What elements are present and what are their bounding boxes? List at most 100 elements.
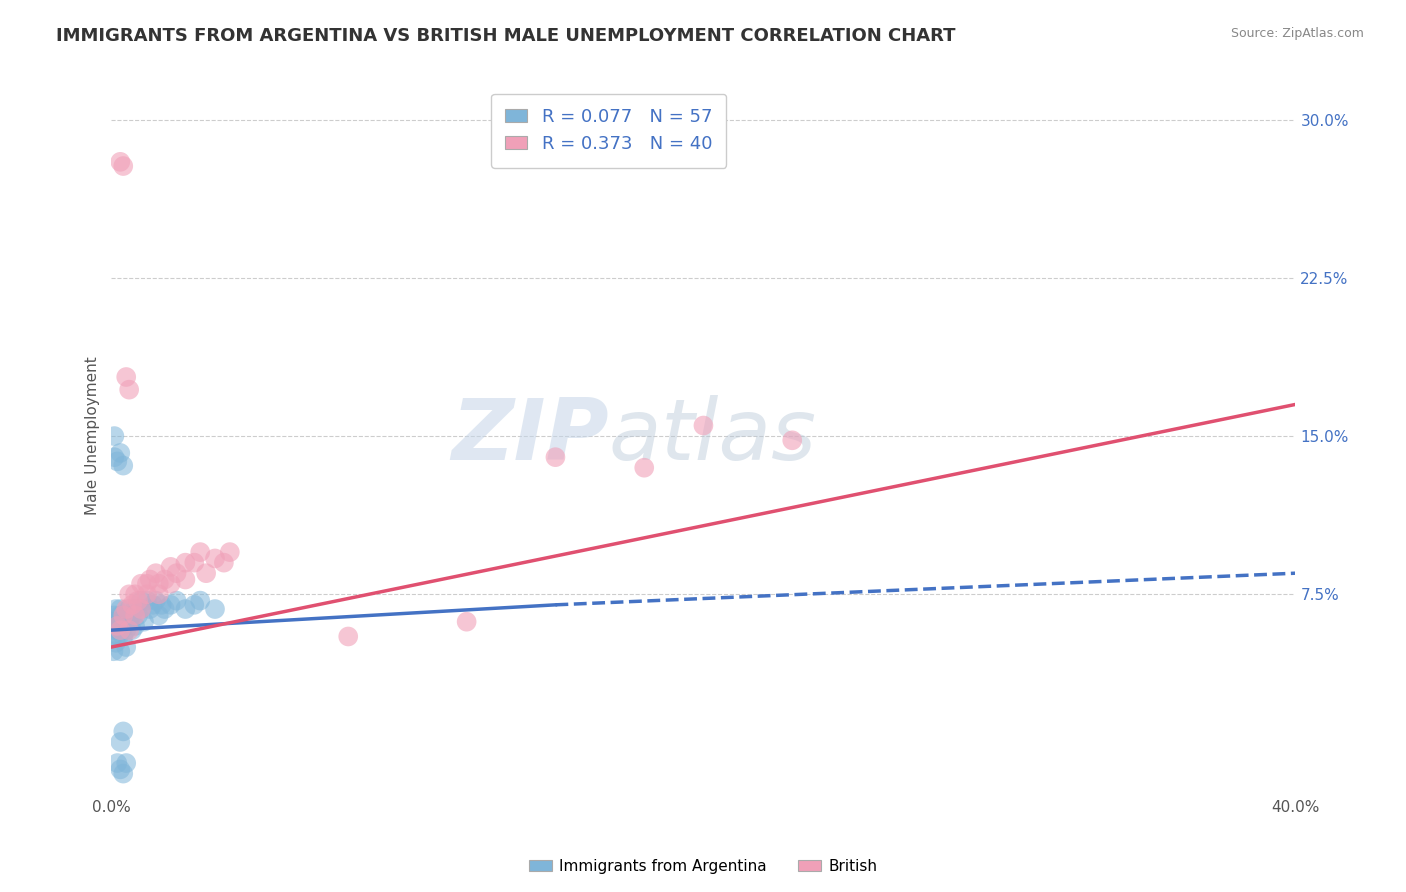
Point (692, 418, 714, 433)
Point (159, 598, 181, 612)
Point (118, 587, 141, 601)
Point (148, 608, 170, 623)
Point (110, 619, 132, 633)
Point (136, 593, 159, 607)
Point (166, 566, 188, 581)
Point (103, 450, 125, 465)
Text: Source: ZipAtlas.com: Source: ZipAtlas.com (1230, 27, 1364, 40)
Point (118, 383, 141, 397)
Point (110, 644, 132, 658)
Point (121, 623, 143, 637)
Point (183, 598, 205, 612)
Point (136, 587, 159, 601)
Point (112, 630, 135, 644)
Point (105, 756, 128, 770)
Point (145, 566, 167, 581)
Text: atlas: atlas (609, 394, 817, 477)
Point (174, 602, 197, 616)
Point (107, 623, 129, 637)
Point (188, 593, 211, 607)
Point (129, 593, 152, 607)
Point (212, 556, 235, 570)
Point (105, 454, 128, 468)
Point (139, 573, 162, 587)
Point (112, 724, 135, 739)
Point (104, 619, 127, 633)
Point (544, 450, 567, 465)
Point (103, 429, 125, 443)
Point (183, 556, 205, 570)
Point (337, 630, 360, 644)
Point (188, 545, 211, 559)
Text: IMMIGRANTS FROM ARGENTINA VS BRITISH MALE UNEMPLOYMENT CORRELATION CHART: IMMIGRANTS FROM ARGENTINA VS BRITISH MAL… (56, 27, 956, 45)
Point (148, 576, 170, 591)
Point (101, 615, 124, 629)
Point (124, 587, 146, 601)
Point (101, 630, 124, 644)
Point (153, 602, 176, 616)
Point (195, 566, 218, 581)
Point (112, 608, 135, 623)
Y-axis label: Male Unemployment: Male Unemployment (86, 357, 100, 516)
Point (139, 602, 162, 616)
Point (112, 159, 135, 173)
Point (218, 545, 240, 559)
Point (110, 154, 132, 169)
Point (115, 640, 138, 654)
Point (114, 619, 136, 633)
Point (124, 602, 146, 616)
Point (110, 735, 132, 749)
Point (129, 602, 152, 616)
Point (115, 608, 138, 623)
Point (115, 623, 138, 637)
Legend: Immigrants from Argentina, British: Immigrants from Argentina, British (523, 853, 883, 880)
Point (124, 608, 146, 623)
Point (456, 615, 478, 629)
Point (204, 602, 226, 616)
Text: ZIP: ZIP (451, 394, 609, 477)
Point (127, 593, 149, 607)
Point (148, 587, 170, 601)
Point (166, 593, 188, 607)
Legend: R = 0.077   N = 57, R = 0.373   N = 40: R = 0.077 N = 57, R = 0.373 N = 40 (491, 94, 727, 168)
Point (108, 630, 131, 644)
Point (142, 598, 165, 612)
Point (153, 573, 176, 587)
Point (112, 766, 135, 780)
Point (112, 458, 135, 473)
Point (132, 615, 155, 629)
Point (118, 602, 141, 616)
Point (174, 556, 197, 570)
Point (145, 593, 167, 607)
Point (103, 644, 125, 658)
Point (118, 615, 141, 629)
Point (115, 756, 138, 770)
Point (111, 623, 134, 637)
Point (121, 598, 143, 612)
Point (121, 608, 143, 623)
Point (136, 576, 159, 591)
Point (110, 608, 132, 623)
Point (633, 460, 655, 475)
Point (103, 623, 125, 637)
Point (127, 608, 149, 623)
Point (103, 608, 125, 623)
Point (129, 602, 152, 616)
Point (105, 619, 128, 633)
Point (110, 602, 132, 616)
Point (118, 623, 141, 637)
Point (150, 598, 173, 612)
Point (159, 559, 181, 574)
Point (124, 619, 146, 633)
Point (110, 623, 132, 637)
Point (159, 576, 181, 591)
Point (110, 763, 132, 777)
Point (174, 573, 197, 587)
Point (780, 434, 803, 448)
Point (115, 602, 138, 616)
Point (110, 446, 132, 460)
Point (112, 615, 135, 629)
Point (105, 615, 128, 629)
Point (204, 551, 226, 566)
Point (104, 602, 127, 616)
